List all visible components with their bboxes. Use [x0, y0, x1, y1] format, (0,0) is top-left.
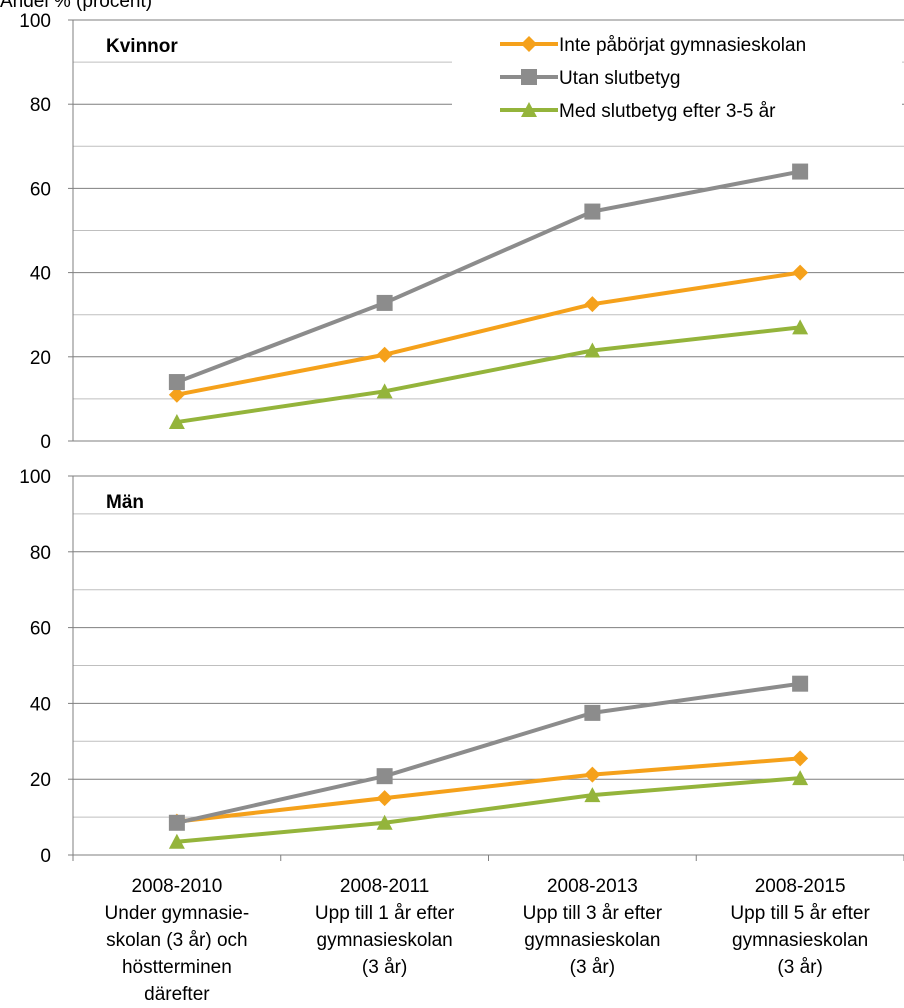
- data-point: [376, 768, 393, 785]
- y-tick-label: 80: [30, 95, 51, 116]
- data-point: [376, 383, 393, 399]
- x-category-label: skolan (3 år) och: [106, 930, 248, 951]
- data-point: [168, 374, 185, 391]
- data-point: [376, 790, 393, 807]
- data-point: [168, 414, 185, 430]
- x-category-label: Upp till 3 år efter: [523, 903, 663, 924]
- data-point: [168, 386, 185, 403]
- y-tick-label: 0: [40, 846, 51, 867]
- data-point: [584, 342, 601, 358]
- x-category-label: gymnasieskolan: [317, 930, 453, 951]
- data-point: [792, 163, 809, 180]
- y-tick-label: 100: [19, 467, 51, 488]
- data-point: [584, 203, 601, 220]
- series-line: [176, 681, 801, 825]
- x-category-label: 2008-2010: [131, 876, 222, 897]
- data-point: [584, 704, 601, 721]
- data-point: [792, 264, 809, 281]
- x-category-label: Under gymnasie-: [105, 903, 250, 924]
- y-tick-label: 80: [30, 543, 51, 564]
- x-category-label: 2008-2013: [547, 876, 638, 897]
- data-point: [792, 770, 809, 786]
- panel-title: Män: [106, 492, 144, 513]
- legend-label: Utan slutbetyg: [559, 68, 680, 89]
- y-tick-label: 40: [30, 694, 51, 715]
- data-point: [584, 787, 601, 803]
- panel-title: Kvinnor: [106, 36, 178, 57]
- y-tick-label: 20: [30, 348, 51, 369]
- x-category-label: gymnasieskolan: [732, 930, 868, 951]
- data-point: [584, 766, 601, 783]
- data-point: [376, 814, 393, 830]
- data-point: [792, 319, 809, 335]
- series-line: [176, 270, 801, 397]
- legend-swatch-marker: [521, 102, 537, 117]
- data-point: [168, 814, 185, 831]
- legend-swatch-marker: [521, 36, 537, 52]
- data-point: [168, 833, 185, 849]
- series-line: [176, 169, 801, 384]
- y-tick-label: 100: [19, 11, 51, 32]
- x-category-label: 2008-2015: [755, 876, 846, 897]
- y-tick-label: 60: [30, 179, 51, 200]
- data-point: [376, 346, 393, 363]
- data-point: [792, 750, 809, 767]
- data-point: [584, 296, 601, 313]
- x-category-label: Upp till 1 år efter: [315, 903, 455, 924]
- series-line: [176, 776, 801, 844]
- x-category-label: (3 år): [570, 957, 615, 978]
- legend-label: Med slutbetyg efter 3-5 år: [559, 101, 776, 122]
- legend-label: Inte påbörjat gymnasieskolan: [559, 35, 806, 56]
- x-category-label: Upp till 5 år efter: [730, 903, 870, 924]
- x-category-label: höstterminen: [122, 957, 232, 978]
- y-axis-label: Andel % (procent): [0, 0, 152, 12]
- data-point: [376, 294, 393, 311]
- x-category-label: (3 år): [777, 957, 822, 978]
- y-tick-label: 20: [30, 770, 51, 791]
- x-category-label: gymnasieskolan: [524, 930, 660, 951]
- x-category-label: därefter: [144, 984, 210, 1003]
- y-tick-label: 0: [40, 432, 51, 453]
- series-line: [176, 756, 801, 824]
- series-line: [176, 325, 801, 425]
- legend-swatch-marker: [521, 69, 537, 85]
- y-tick-label: 60: [30, 619, 51, 640]
- y-tick-label: 40: [30, 264, 51, 285]
- data-point: [792, 675, 809, 692]
- x-category-label: (3 år): [362, 957, 407, 978]
- x-category-label: 2008-2011: [340, 876, 429, 897]
